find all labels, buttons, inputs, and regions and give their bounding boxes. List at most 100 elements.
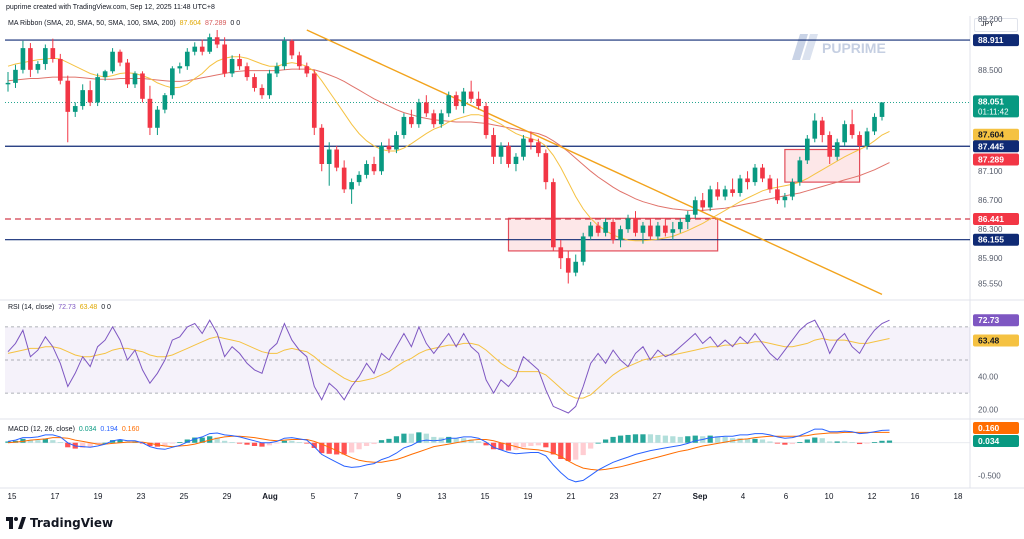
candle-body: [857, 135, 862, 146]
macd-histogram-bar: [573, 442, 579, 460]
candle: [192, 42, 198, 56]
candle-body: [170, 68, 175, 96]
candle: [506, 142, 511, 168]
candle-body: [707, 189, 713, 208]
candle: [409, 109, 414, 128]
macd-histogram-bar: [162, 442, 168, 446]
candle-body: [521, 138, 526, 157]
tradingview-logo[interactable]: TradingView: [6, 514, 113, 532]
candle-body: [110, 51, 115, 72]
macd-histogram-bar: [595, 442, 601, 444]
candle: [371, 156, 377, 175]
candle: [394, 131, 399, 154]
candle: [879, 102, 885, 121]
puprime-watermark-text: PUPRIME: [822, 40, 886, 56]
macd-histogram-bar: [767, 441, 773, 443]
macd-value-1: 0.034: [78, 426, 97, 433]
macd-histogram-bar: [759, 439, 766, 443]
candle-body: [311, 73, 317, 128]
candle: [446, 91, 452, 117]
candle: [528, 131, 534, 150]
candle: [222, 37, 227, 78]
candle: [43, 44, 48, 70]
time-axis-label: 6: [784, 492, 789, 501]
currency-button[interactable]: JPY: [974, 18, 1018, 32]
candle-body: [536, 142, 541, 154]
candle-body: [573, 261, 579, 273]
macd-histogram-bar: [304, 442, 310, 444]
candle: [267, 69, 272, 99]
candle: [50, 38, 56, 63]
time-axis-label: 25: [180, 492, 189, 501]
candle: [633, 211, 638, 237]
last-price-label: 88.051: [978, 96, 1004, 106]
candle-body: [819, 120, 825, 136]
candle-body: [782, 196, 788, 201]
macd-histogram-bar: [251, 442, 258, 446]
ma-ribbon-legend[interactable]: MA Ribbon (SMA, 20, SMA, 50, SMA, 100, S…: [8, 19, 242, 29]
candle-body: [282, 40, 287, 67]
macd-histogram-bar: [5, 441, 11, 443]
candle-body: [162, 95, 168, 110]
price-label-87445-bg: [973, 140, 1019, 153]
macd-histogram-bar: [207, 436, 213, 443]
macd-histogram-bar: [214, 437, 220, 443]
candle-body: [655, 225, 661, 237]
candle: [274, 62, 280, 78]
macd-histogram-bar: [625, 434, 631, 443]
candle: [95, 73, 100, 107]
candle: [319, 124, 325, 172]
candle-body: [87, 90, 93, 103]
candle-body: [498, 145, 504, 157]
macd-histogram-bar: [401, 433, 407, 443]
macd-legend[interactable]: MACD (12, 26, close) 0.034 0.194 0.160: [8, 425, 141, 435]
candle-body: [199, 46, 205, 52]
price-label-86441: 86.441: [978, 214, 1004, 224]
candle-body: [453, 95, 459, 107]
macd-histogram-bar: [632, 434, 639, 443]
candle: [259, 84, 265, 99]
rsi-value-2: 63.48: [79, 304, 98, 311]
rsi-ma-label-bg: [973, 334, 1019, 347]
macd-histogram-bar: [886, 440, 893, 443]
time-axis-label: Aug: [262, 492, 278, 501]
macd-label: MACD (12, 26, close): [8, 426, 75, 433]
rsi-legend[interactable]: RSI (14, close) 72.73 63.48 0 0: [8, 303, 113, 313]
candle-body: [394, 135, 399, 150]
macd-histogram-bar: [774, 442, 781, 444]
tradingview-logo-icon: [6, 517, 26, 529]
price-label-ma20-bg: [973, 128, 1019, 141]
candle-body: [125, 62, 130, 85]
macd-histogram-bar: [356, 442, 362, 450]
candle-body: [700, 200, 706, 208]
candle: [812, 113, 818, 143]
macd-histogram-bar: [827, 441, 833, 443]
candle: [618, 225, 623, 248]
macd-histogram-bar: [147, 442, 153, 446]
macd-histogram-bar: [296, 442, 302, 443]
ma-ribbon-value-2: 87.289: [205, 20, 227, 27]
candle-body: [140, 73, 145, 99]
candle: [685, 211, 691, 230]
candle-body: [274, 66, 280, 74]
macd-histogram-bar: [715, 436, 721, 443]
price-axis-tick: 85.900: [978, 254, 1003, 263]
rsi-axis-tick: 20.00: [978, 406, 999, 415]
macd-histogram-bar: [334, 442, 340, 455]
candle-body: [43, 48, 48, 65]
time-axis-label: 29: [223, 492, 232, 501]
candle: [28, 43, 33, 78]
price-label-ma20: 87.604: [978, 130, 1004, 140]
macd-value-2: 0.194: [100, 426, 118, 433]
candle-body: [468, 91, 474, 99]
candle-body: [28, 48, 33, 70]
candle-body: [790, 182, 795, 197]
macd-histogram-bar: [520, 442, 527, 448]
time-axis-label: 23: [610, 492, 619, 501]
candle-body: [401, 116, 407, 136]
candle-body: [57, 58, 63, 81]
candle: [401, 113, 407, 139]
candle: [857, 131, 862, 154]
candle-body: [558, 247, 564, 259]
